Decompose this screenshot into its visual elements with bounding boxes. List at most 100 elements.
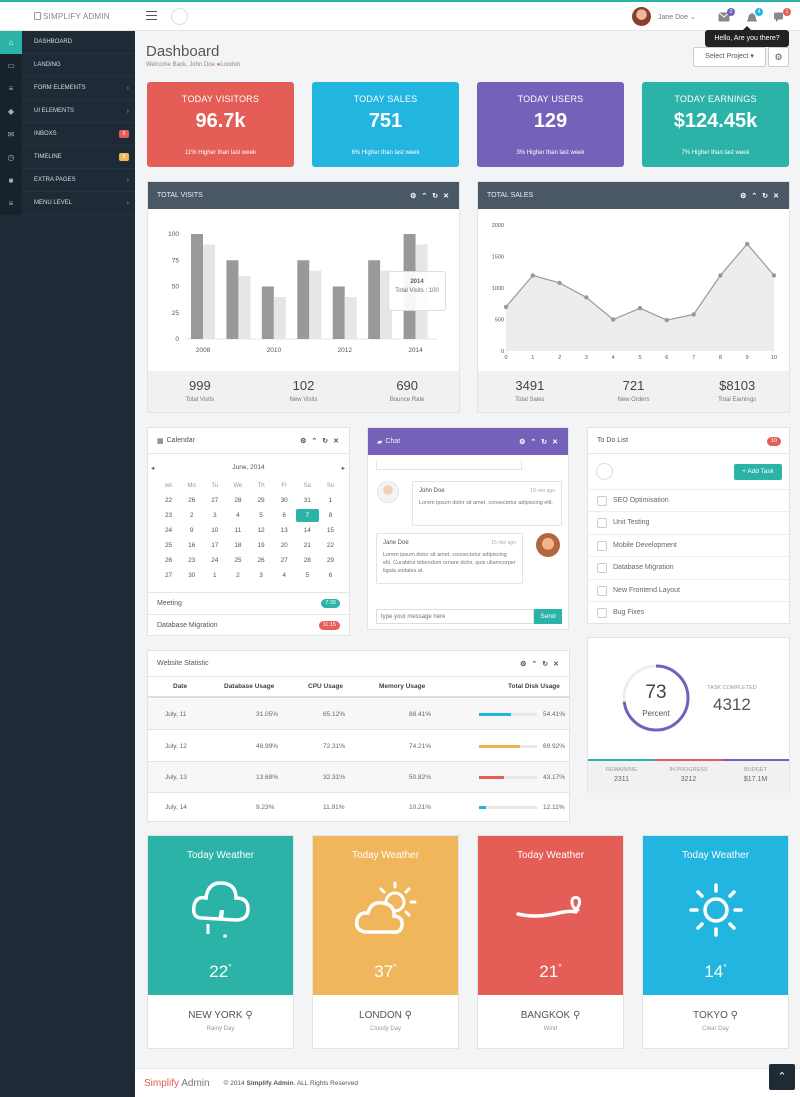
gear-icon[interactable]: ⚙ bbox=[410, 192, 417, 200]
calendar-day[interactable]: 28 bbox=[234, 497, 242, 504]
calendar-day[interactable]: 19 bbox=[257, 542, 265, 549]
todo-item[interactable]: Unit Testing bbox=[588, 511, 789, 533]
todo-item[interactable]: SEO Optimisation bbox=[588, 489, 789, 511]
calendar-day[interactable]: 12 bbox=[257, 527, 265, 534]
calendar-day[interactable]: 20 bbox=[280, 542, 288, 549]
calendar-day[interactable]: 10 bbox=[211, 527, 219, 534]
calendar-day-today[interactable]: 7 bbox=[295, 509, 319, 522]
refresh-icon[interactable]: ↻ bbox=[762, 192, 769, 200]
todo-item[interactable]: Bug Fixes bbox=[588, 601, 789, 623]
calendar-day[interactable]: 2 bbox=[236, 572, 240, 579]
gear-icon[interactable]: ⚙ bbox=[520, 660, 527, 668]
gear-icon[interactable]: ⚙ bbox=[519, 438, 526, 446]
calendar-day[interactable]: 21 bbox=[303, 542, 311, 549]
calendar-day[interactable]: 31 bbox=[303, 497, 311, 504]
calendar-day[interactable]: 5 bbox=[305, 572, 310, 579]
calendar-day[interactable]: 9 bbox=[189, 527, 194, 534]
chevron-up-icon[interactable]: ⌃ bbox=[530, 438, 537, 446]
send-button[interactable]: Send bbox=[534, 609, 562, 624]
calendar-day[interactable]: 26 bbox=[257, 557, 265, 564]
messages-button[interactable]: 2 bbox=[718, 8, 735, 22]
calendar-day[interactable]: 14 bbox=[303, 527, 311, 534]
chat-button[interactable]: 1 bbox=[774, 8, 791, 22]
calendar-day[interactable]: 24 bbox=[211, 557, 219, 564]
close-icon[interactable]: ✕ bbox=[443, 192, 449, 200]
refresh-icon[interactable]: ↻ bbox=[542, 660, 549, 668]
todo-checkbox[interactable] bbox=[597, 585, 607, 596]
calendar-event[interactable]: Meeting 7:30 bbox=[148, 592, 349, 614]
close-icon[interactable]: ✕ bbox=[773, 192, 779, 200]
calendar-day[interactable]: 27 bbox=[280, 557, 288, 564]
sidebar-item-landing[interactable]: ▭ LANDING bbox=[0, 53, 135, 77]
user-avatar[interactable] bbox=[632, 7, 651, 26]
chevron-up-icon[interactable]: ⌃ bbox=[311, 437, 318, 445]
sidebar-item-menu-level[interactable]: ≡ MENU LEVEL › bbox=[0, 191, 135, 215]
chevron-up-icon[interactable]: ⌃ bbox=[421, 192, 428, 200]
close-icon[interactable]: ✕ bbox=[552, 438, 558, 446]
sidebar-item-ui-elements[interactable]: ◆ UI ELEMENTS › bbox=[0, 99, 135, 123]
calendar-day[interactable]: 13 bbox=[280, 527, 288, 534]
sidebar-item-inboxs[interactable]: ✉ INBOXS 6 bbox=[0, 122, 135, 146]
sidebar-item-extra-pages[interactable]: ■ EXTRA PAGES › bbox=[0, 168, 135, 192]
add-task-button[interactable]: + Add Task bbox=[734, 464, 782, 480]
calendar-day[interactable]: 18 bbox=[234, 542, 242, 549]
calendar-day[interactable]: 1 bbox=[328, 497, 333, 504]
todo-checkbox[interactable] bbox=[597, 562, 607, 573]
next-month-icon[interactable]: ▸ bbox=[341, 465, 345, 472]
calendar-day[interactable]: 3 bbox=[213, 512, 217, 519]
chevron-up-icon[interactable]: ⌃ bbox=[531, 660, 538, 668]
settings-button[interactable]: ⚙ bbox=[768, 47, 789, 67]
calendar-day[interactable]: 8 bbox=[328, 512, 333, 519]
calendar-day[interactable]: 1 bbox=[213, 572, 217, 579]
chevron-up-icon[interactable]: ⌃ bbox=[751, 192, 758, 200]
calendar-day[interactable]: 4 bbox=[236, 512, 240, 519]
calendar-day[interactable]: 16 bbox=[188, 542, 196, 549]
calendar-day[interactable]: 22 bbox=[326, 542, 335, 549]
sidebar-item-dashboard[interactable]: ⌂ DASHBOARD bbox=[0, 30, 135, 54]
close-icon[interactable]: ✕ bbox=[333, 437, 339, 445]
calendar-day[interactable]: 15 bbox=[326, 527, 335, 534]
calendar-day[interactable]: 11 bbox=[234, 527, 242, 534]
calendar-day[interactable]: 6 bbox=[328, 572, 333, 579]
sidebar-item-timeline[interactable]: ◷ TIMELINE 5 bbox=[0, 145, 135, 169]
calendar-day[interactable]: 29 bbox=[326, 557, 335, 564]
todo-checkbox[interactable] bbox=[597, 517, 607, 528]
menu-toggle-icon[interactable] bbox=[146, 11, 157, 20]
calendar-day[interactable]: 3 bbox=[259, 572, 263, 579]
calendar-day[interactable]: 17 bbox=[211, 542, 219, 549]
user-menu[interactable]: Jane Doe ⌄ bbox=[658, 13, 696, 21]
todo-item[interactable]: New Frontend Layout bbox=[588, 579, 789, 601]
calendar-day[interactable]: 30 bbox=[280, 497, 288, 504]
calendar-day[interactable]: 26 bbox=[188, 497, 196, 504]
calendar-event[interactable]: Database Migration 11:15 bbox=[148, 614, 349, 636]
calendar-day[interactable]: 29 bbox=[257, 497, 265, 504]
todo-item[interactable]: Database Migration bbox=[588, 556, 789, 578]
calendar-day[interactable]: 27 bbox=[211, 497, 219, 504]
refresh-icon[interactable]: ↻ bbox=[541, 438, 548, 446]
prev-month-icon[interactable]: ◂ bbox=[151, 465, 155, 472]
todo-checkbox[interactable] bbox=[597, 495, 607, 506]
todo-item[interactable]: Mobile Development bbox=[588, 534, 789, 556]
todo-checkbox[interactable] bbox=[597, 540, 607, 551]
notifications-button[interactable]: 4 bbox=[746, 8, 763, 22]
chat-message-input[interactable] bbox=[376, 609, 534, 624]
select-project-dropdown[interactable]: Select Project ▾ bbox=[693, 47, 766, 67]
gear-icon[interactable]: ⚙ bbox=[300, 437, 307, 445]
scroll-to-top-button[interactable]: ⌃ bbox=[769, 1064, 795, 1090]
brand-logo[interactable]: SIMPLIFY ADMIN bbox=[0, 2, 135, 31]
search-toggle[interactable] bbox=[171, 8, 188, 25]
calendar-day[interactable]: 23 bbox=[188, 557, 196, 564]
calendar-day[interactable]: 25 bbox=[234, 557, 242, 564]
refresh-icon[interactable]: ↻ bbox=[432, 192, 439, 200]
todo-filter-toggle[interactable] bbox=[596, 463, 613, 480]
todo-checkbox[interactable] bbox=[597, 607, 607, 618]
refresh-icon[interactable]: ↻ bbox=[322, 437, 329, 445]
close-icon[interactable]: ✕ bbox=[553, 660, 559, 668]
calendar-day[interactable]: 2 bbox=[189, 512, 194, 519]
gear-icon[interactable]: ⚙ bbox=[740, 192, 747, 200]
calendar-day[interactable]: 6 bbox=[282, 512, 286, 519]
calendar-day[interactable]: 28 bbox=[303, 557, 311, 564]
calendar-day[interactable]: 4 bbox=[282, 572, 286, 579]
calendar-day[interactable]: 30 bbox=[188, 572, 196, 579]
calendar-day[interactable]: 5 bbox=[259, 512, 263, 519]
